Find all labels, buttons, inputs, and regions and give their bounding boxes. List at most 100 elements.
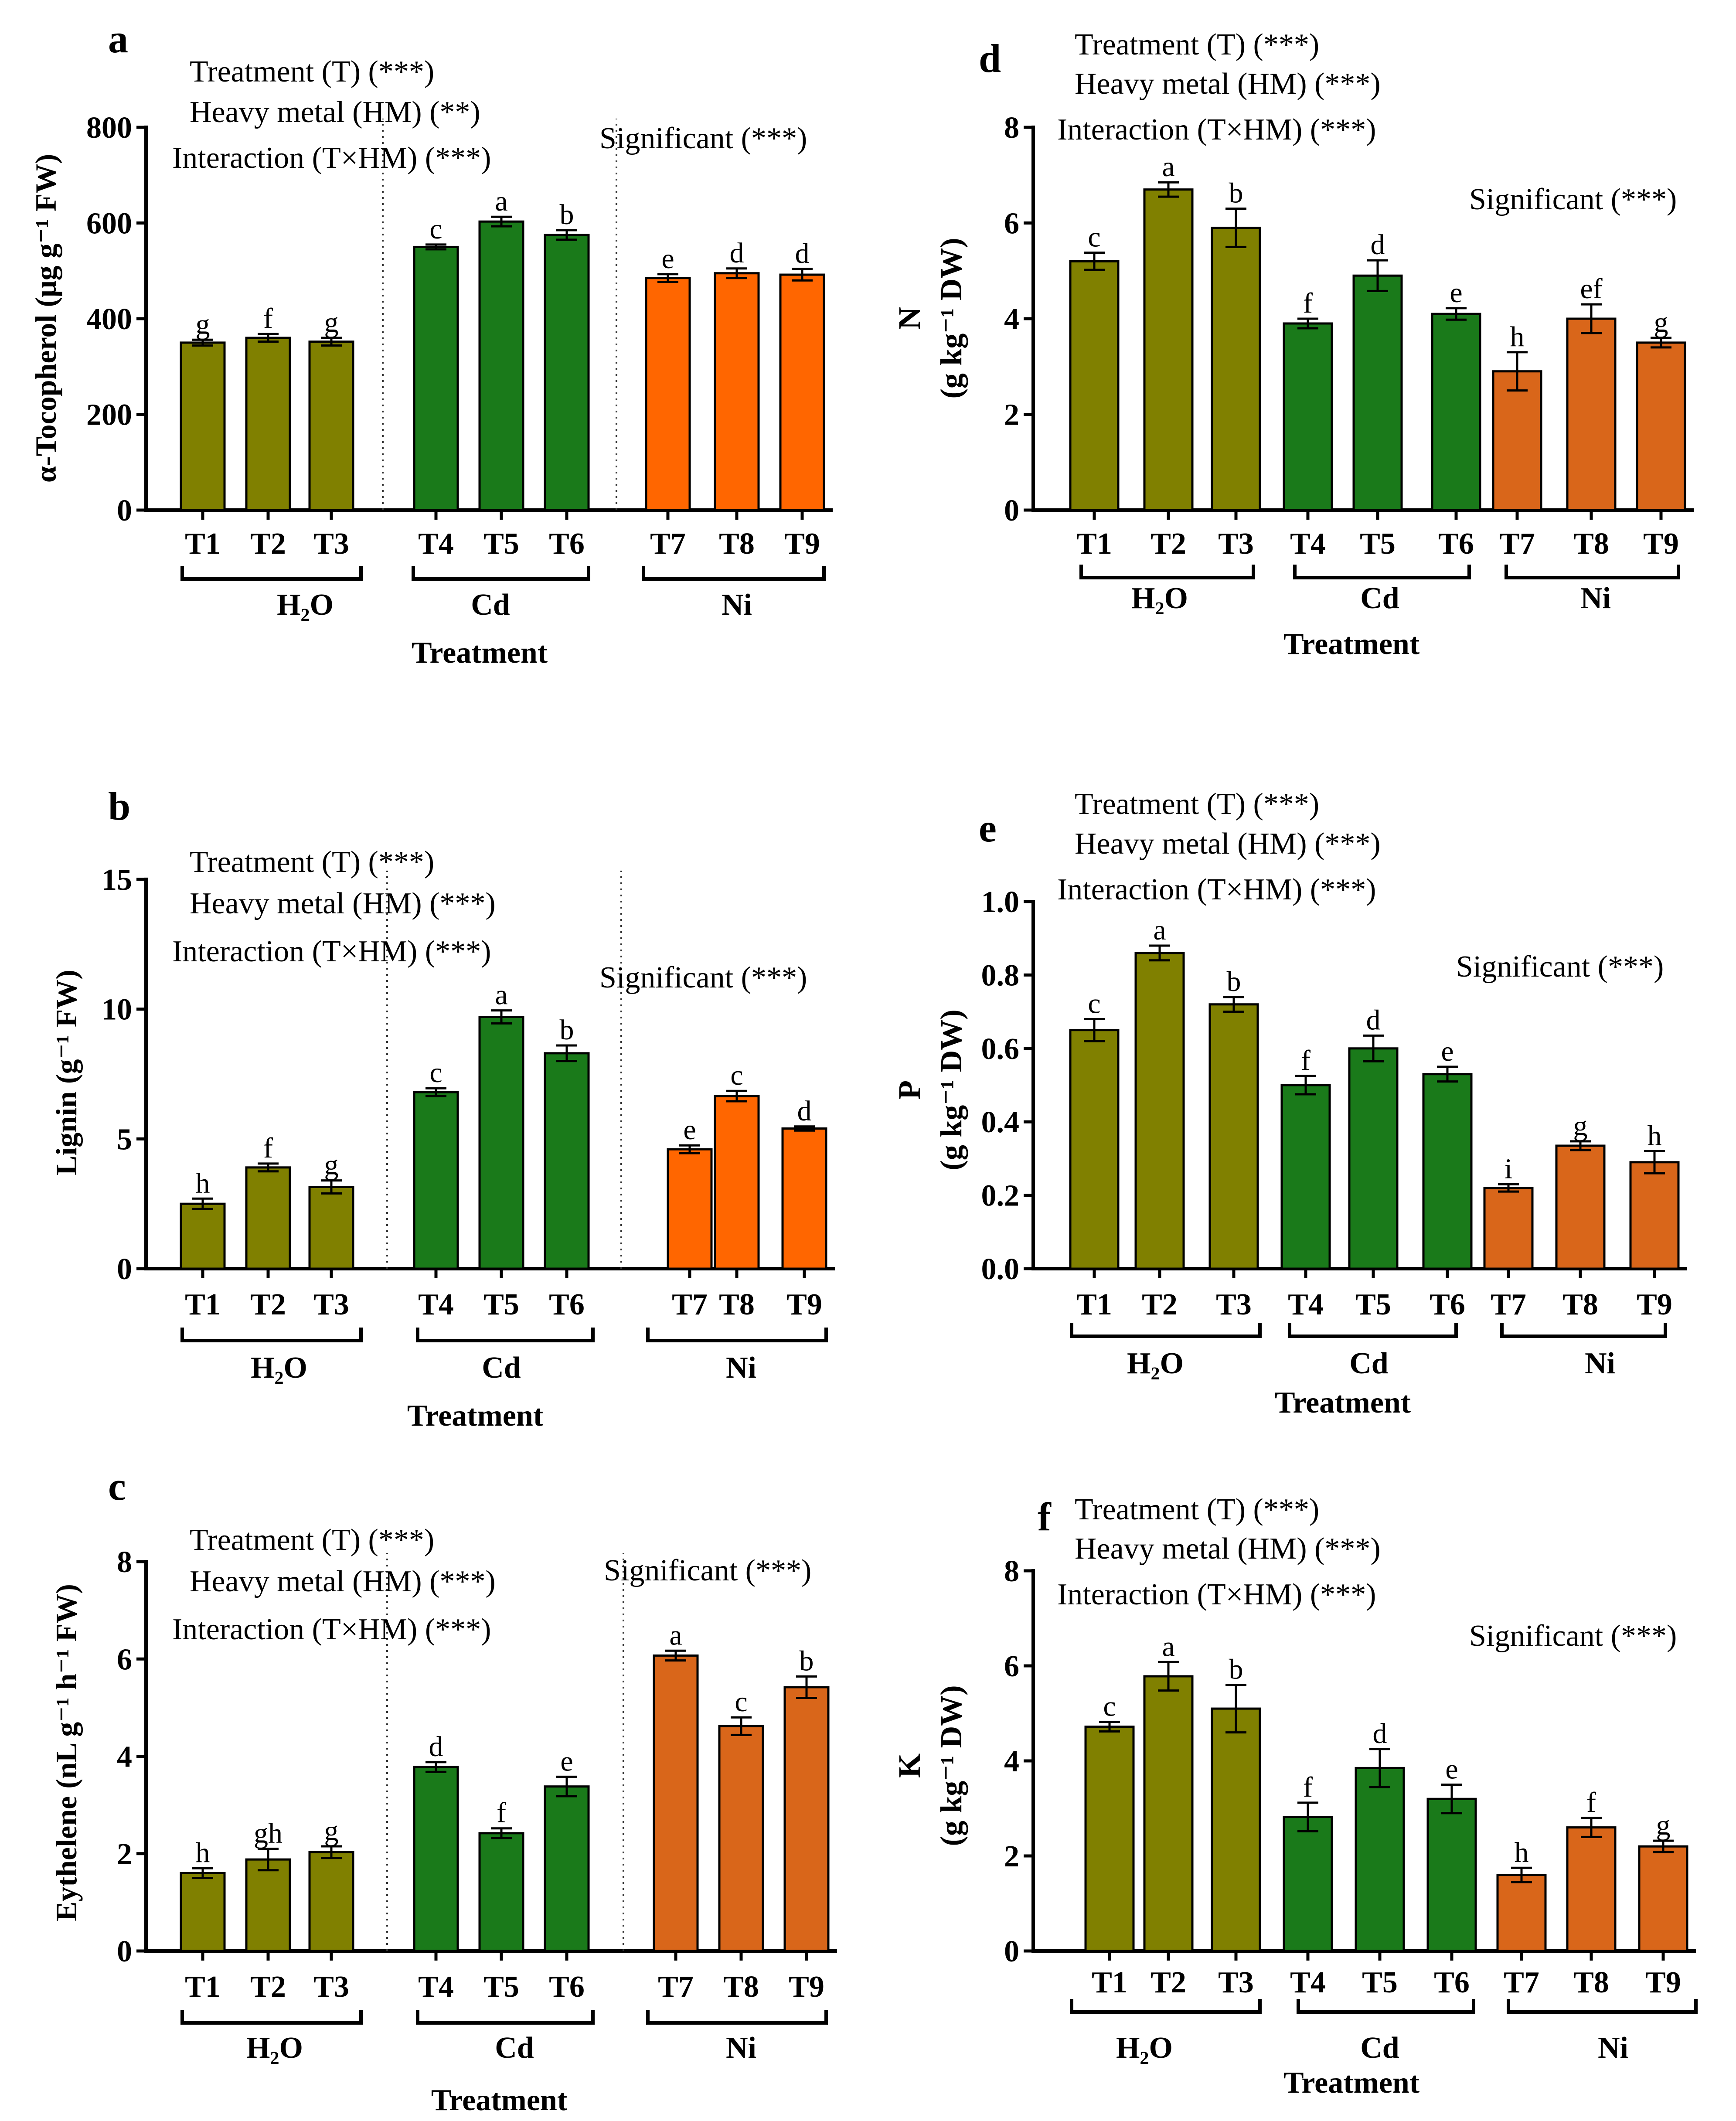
y-tick-label: 2 [1004,1840,1019,1873]
group-bracket [646,1328,828,1342]
x-tick-label: T4 [1290,527,1326,561]
significance-letter: c [735,1686,747,1718]
bar-T5 [478,1016,524,1270]
x-tick-label: T8 [1573,1966,1609,1999]
x-tick-label: T2 [250,527,286,561]
significance-letter: c [429,213,442,245]
y-tick-label: 8 [1004,1555,1019,1588]
group-label: Ni [1598,2031,1628,2065]
group-bracket [180,2010,363,2025]
y-tick-label: 0 [1004,1935,1019,1968]
x-tick-label: T7 [650,527,686,561]
panel-b: b 0 5 10 15 Lignin (g⁻¹ FW) h T1 f T2 g T3 c T4 a T5 b T6… [50,784,835,1433]
group-label: Cd [495,2031,534,2065]
bar-T8 [1566,1826,1617,1952]
x-tick-label: T4 [1290,1966,1326,1999]
group-bracket [416,1328,595,1342]
bar-T5 [1355,1767,1405,1952]
significance-letter: g [196,308,210,340]
bar-T8 [718,1725,764,1952]
significance-letter: d [1371,229,1385,261]
bar-T2 [245,1166,291,1270]
significance-letter: g [1654,306,1668,338]
significance-letter: e [560,1745,573,1777]
y-axis-label: P [892,1080,927,1100]
group-label: Ni [722,588,752,622]
significance-letter: b [800,1645,814,1677]
significance-letter: h [1515,1836,1529,1868]
bar-T8 [714,1095,760,1270]
group-label: Cd [482,1351,521,1385]
bar-T7 [1496,1874,1547,1952]
y-tick-label: 10 [102,993,132,1027]
y-tick-label: 0 [1004,494,1019,528]
y-axis-unit-label: (g kg⁻¹ DW) [935,1009,968,1170]
y-axis-label: Lignin (g⁻¹ FW) [50,970,83,1175]
x-tick-label: T3 [1218,527,1254,561]
y-tick-label: 0 [117,494,132,528]
bar-T3 [1211,1707,1261,1952]
group-label: Cd [1360,2031,1399,2065]
group-label: Ni [726,1351,756,1385]
significance-letter: e [1441,1035,1453,1067]
bar-T1 [1084,1726,1135,1952]
bar-T6 [544,1052,590,1270]
group-label: H₂O [1131,582,1188,615]
x-tick-label: T5 [483,527,519,561]
x-tick-label: T2 [1151,1966,1186,1999]
significance-letter: f [263,1132,273,1164]
significance-letter: c [1088,221,1100,253]
significance-letter: e [683,1114,696,1146]
y-axis-unit-label: (g kg⁻¹ DW) [935,1685,968,1846]
group-bracket [180,1328,363,1342]
significance-letter: g [324,1149,339,1181]
significance-letter: h [1510,321,1525,353]
x-tick-label: T7 [1499,527,1535,561]
y-tick-label: 5 [117,1123,132,1156]
group-label: H₂O [251,1351,307,1385]
bar-T6 [1431,313,1481,511]
significance-letter: d [1366,1004,1381,1036]
x-tick-label: T5 [1360,527,1396,561]
panel-f: f 0 2 4 6 8 K (g kg⁻¹ DW) c T1 a T2 b T3 f T4 d T5 e T6 h T7 f… [892,1493,1698,2100]
group-label: Cd [471,588,510,622]
significant-label: Significant (***) [1456,950,1664,984]
bar-T4 [1283,322,1333,511]
x-tick-label: T5 [483,1970,519,2004]
bar-T1 [1069,260,1120,511]
x-tick-label: T2 [250,1288,286,1321]
significance-letter: e [661,243,674,275]
bar-T7 [1492,370,1542,511]
group-bracket [1505,565,1680,579]
panel-d: d 0 2 4 6 8 N (g kg⁻¹ DW) c T1 a T2 b T3 f T4 d T5 e T6 h T7 e… [892,28,1694,661]
significance-letter: b [560,1014,574,1046]
bar-T7 [667,1148,713,1270]
anova-annotation: Heavy metal (HM) (**) [190,95,480,129]
anova-annotation: Interaction (T×HM) (***) [172,935,491,968]
bar-T1 [1069,1029,1120,1270]
x-tick-label: T1 [1092,1966,1127,1999]
group-bracket [1079,565,1255,579]
x-tick-label: T7 [1491,1288,1526,1321]
group-bracket [180,566,363,581]
significance-letter: f [1301,1045,1311,1076]
significance-letter: a [495,185,507,217]
y-axis-unit-label: (g kg⁻¹ DW) [935,238,968,398]
significance-letter: d [730,237,744,269]
x-axis-title: Treatment [1275,1386,1411,1420]
bar-T1 [180,1872,226,1952]
y-tick-label: 0 [117,1935,132,1968]
group-bracket [1293,565,1471,579]
bar-T1 [180,341,226,511]
bar-T4 [413,1766,459,1952]
group-label: Ni [1585,1347,1615,1380]
significance-letter: a [669,1619,682,1651]
group-bracket [412,566,590,581]
significant-label: Significant (***) [1469,1619,1677,1653]
panel-label: c [108,1464,126,1508]
bar-T9 [1629,1161,1680,1270]
x-tick-label: T1 [185,1970,221,2004]
y-tick-label: 0 [117,1253,132,1286]
significance-letter: f [1303,1771,1313,1803]
x-tick-label: T2 [1151,527,1186,561]
